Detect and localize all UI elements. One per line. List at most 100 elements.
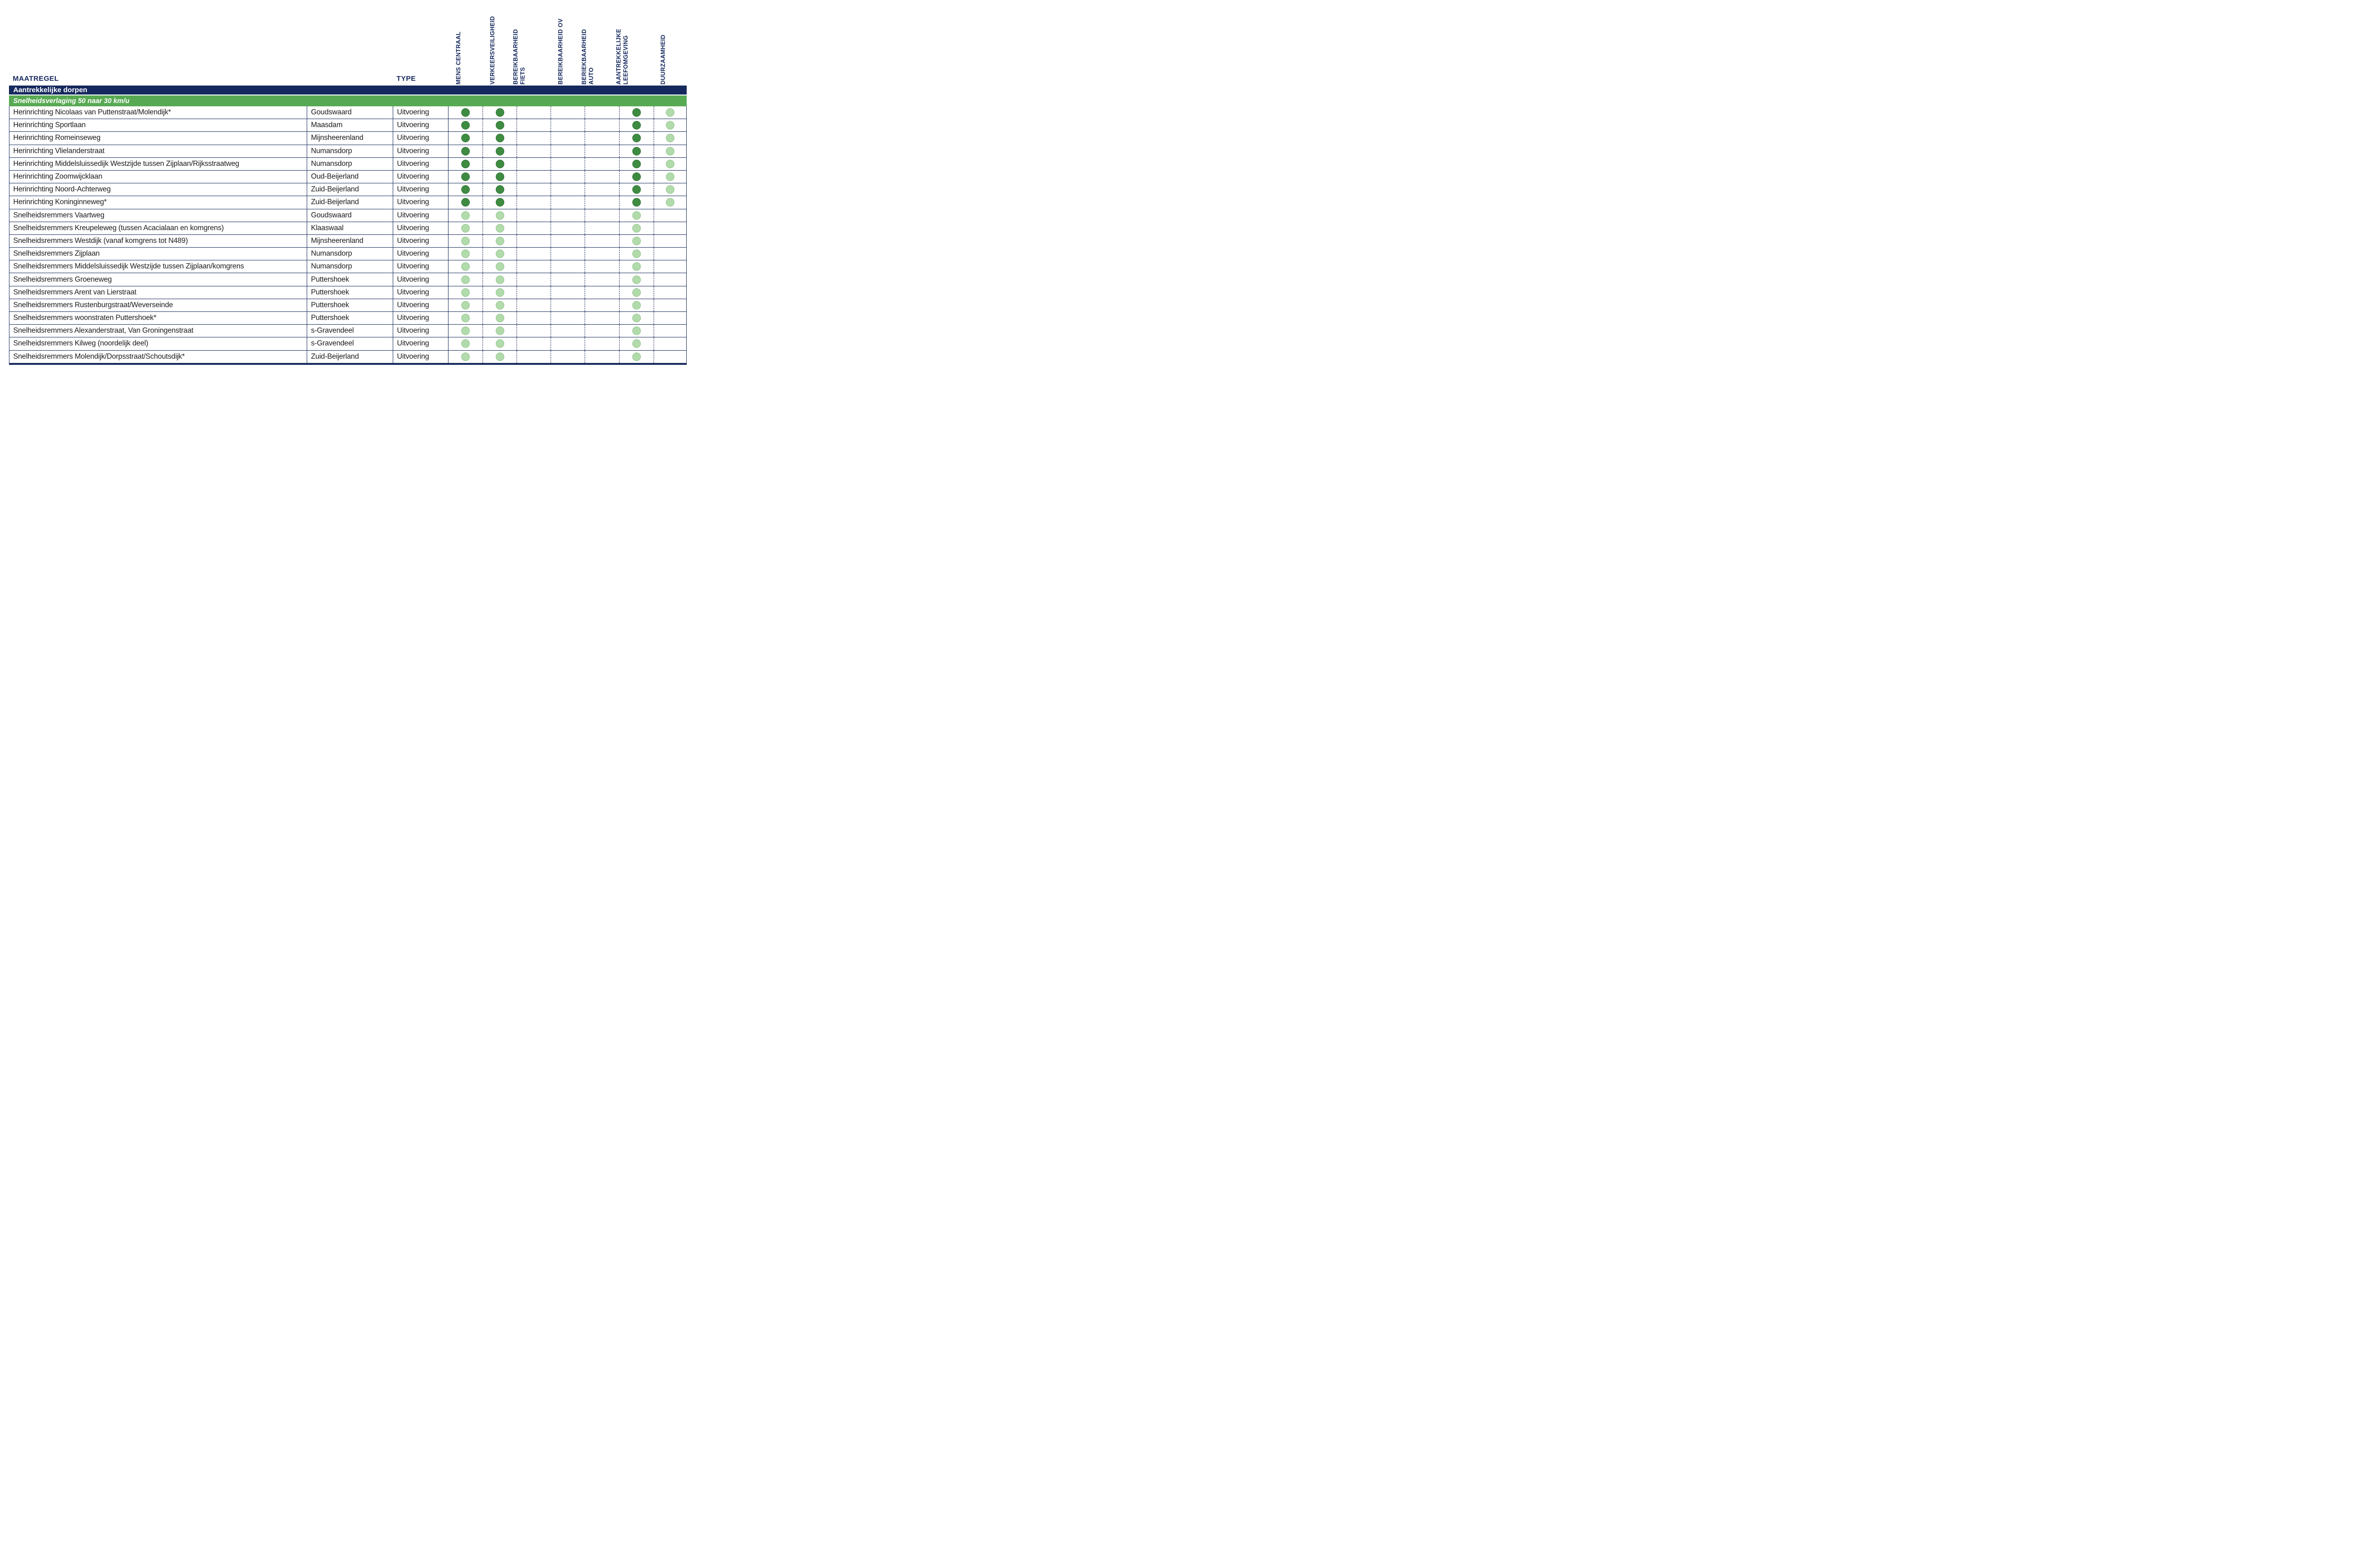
type-cell: Uitvoering bbox=[393, 260, 448, 273]
report-page: MAATREGEL TYPE MENS CENTRAAL VERKEERSVEI… bbox=[0, 0, 694, 392]
score-dot-weak bbox=[666, 121, 674, 130]
criteria-cell-beriekbaarheid-auto bbox=[585, 157, 619, 170]
place-cell: Zuid-Beijerland bbox=[307, 183, 393, 196]
criteria-cell-beriekbaarheid-auto bbox=[585, 196, 619, 209]
column-header-maatregel: MAATREGEL bbox=[13, 75, 59, 83]
column-header-label: LEEFOMGEVING bbox=[622, 35, 629, 85]
table-header: MAATREGEL TYPE MENS CENTRAAL VERKEERSVEI… bbox=[9, 0, 687, 86]
criteria-cell-aantrekkelijke-leefomgeving bbox=[619, 132, 654, 145]
criteria-cell-mens-centraal bbox=[448, 145, 483, 157]
criteria-cell-bereikbaarheid-fiets bbox=[517, 222, 551, 234]
score-dot-strong bbox=[461, 159, 470, 168]
criteria-cell-bereikbaarheid-ov bbox=[551, 325, 585, 337]
column-header-label: FIETS bbox=[519, 67, 526, 85]
place-cell: s-Gravendeel bbox=[307, 325, 393, 337]
place-cell: Puttershoek bbox=[307, 273, 393, 286]
measure-cell: Herinrichting Koninginneweg* bbox=[9, 196, 307, 209]
criteria-cell-beriekbaarheid-auto bbox=[585, 299, 619, 311]
criteria-cell-aantrekkelijke-leefomgeving bbox=[619, 209, 654, 222]
criteria-cell-aantrekkelijke-leefomgeving bbox=[619, 325, 654, 337]
score-dot-weak bbox=[495, 262, 504, 271]
column-header-label: VERKEERSVEILIGHEID bbox=[489, 16, 496, 85]
type-cell: Uitvoering bbox=[393, 106, 448, 119]
score-dot-weak bbox=[461, 352, 470, 361]
criteria-cell-duurzaamheid bbox=[654, 145, 687, 157]
criteria-cell-verkeersveiligheid bbox=[483, 132, 517, 145]
criteria-cell-beriekbaarheid-auto bbox=[585, 248, 619, 260]
place-cell: Zuid-Beijerland bbox=[307, 350, 393, 363]
score-dot-weak bbox=[632, 339, 641, 348]
type-cell: Uitvoering bbox=[393, 234, 448, 248]
table-body: Herinrichting Nicolaas van Puttenstraat/… bbox=[9, 106, 687, 363]
place-cell: Puttershoek bbox=[307, 299, 393, 311]
criteria-cell-aantrekkelijke-leefomgeving bbox=[619, 106, 654, 119]
score-dot-weak bbox=[495, 275, 504, 284]
score-dot-weak bbox=[632, 224, 641, 233]
criteria-cell-bereikbaarheid-fiets bbox=[517, 312, 551, 325]
score-dot-weak bbox=[632, 211, 641, 220]
criteria-cell-duurzaamheid bbox=[654, 234, 687, 248]
criteria-cell-aantrekkelijke-leefomgeving bbox=[619, 312, 654, 325]
score-dot-weak bbox=[495, 288, 504, 297]
criteria-cell-duurzaamheid bbox=[654, 222, 687, 234]
criteria-cell-duurzaamheid bbox=[654, 286, 687, 299]
criteria-cell-bereikbaarheid-ov bbox=[551, 183, 585, 196]
score-dot-strong bbox=[632, 172, 641, 181]
criteria-cell-bereikbaarheid-fiets bbox=[517, 106, 551, 119]
criteria-cell-duurzaamheid bbox=[654, 273, 687, 286]
score-dot-weak bbox=[461, 275, 470, 284]
measure-cell: Snelheidsremmers Groeneweg bbox=[9, 273, 307, 286]
measures-table: MAATREGEL TYPE MENS CENTRAAL VERKEERSVEI… bbox=[9, 0, 687, 365]
criteria-cell-beriekbaarheid-auto bbox=[585, 312, 619, 325]
criteria-cell-bereikbaarheid-ov bbox=[551, 106, 585, 119]
column-header-bereikbaarheid-ov: BEREIKBAARHEID OV bbox=[557, 18, 564, 85]
criteria-cell-mens-centraal bbox=[448, 248, 483, 260]
criteria-cell-bereikbaarheid-fiets bbox=[517, 350, 551, 363]
criteria-cell-aantrekkelijke-leefomgeving bbox=[619, 196, 654, 209]
criteria-cell-duurzaamheid bbox=[654, 325, 687, 337]
criteria-cell-bereikbaarheid-fiets bbox=[517, 260, 551, 273]
criteria-cell-beriekbaarheid-auto bbox=[585, 273, 619, 286]
type-cell: Uitvoering bbox=[393, 183, 448, 196]
section-header-label: Aantrekkelijke dorpen bbox=[13, 86, 87, 94]
criteria-cell-verkeersveiligheid bbox=[483, 106, 517, 119]
criteria-cell-mens-centraal bbox=[448, 106, 483, 119]
criteria-cell-bereikbaarheid-ov bbox=[551, 170, 585, 183]
criteria-cell-duurzaamheid bbox=[654, 170, 687, 183]
type-cell: Uitvoering bbox=[393, 273, 448, 286]
measure-cell: Herinrichting Vlielanderstraat bbox=[9, 145, 307, 157]
criteria-cell-beriekbaarheid-auto bbox=[585, 286, 619, 299]
column-header-label: AUTO bbox=[587, 67, 595, 85]
column-header-label: MENS CENTRAAL bbox=[455, 31, 462, 85]
criteria-cell-aantrekkelijke-leefomgeving bbox=[619, 170, 654, 183]
criteria-cell-beriekbaarheid-auto bbox=[585, 145, 619, 157]
criteria-cell-beriekbaarheid-auto bbox=[585, 209, 619, 222]
criteria-cell-bereikbaarheid-fiets bbox=[517, 157, 551, 170]
type-cell: Uitvoering bbox=[393, 350, 448, 363]
criteria-cell-bereikbaarheid-fiets bbox=[517, 286, 551, 299]
criteria-cell-duurzaamheid bbox=[654, 196, 687, 209]
table-row: Herinrichting Sportlaan Maasdam Uitvoering bbox=[9, 119, 687, 132]
criteria-cell-verkeersveiligheid bbox=[483, 337, 517, 350]
score-dot-strong bbox=[461, 172, 470, 181]
criteria-cell-verkeersveiligheid bbox=[483, 312, 517, 325]
criteria-cell-aantrekkelijke-leefomgeving bbox=[619, 260, 654, 273]
criteria-cell-bereikbaarheid-fiets bbox=[517, 299, 551, 311]
criteria-cell-duurzaamheid bbox=[654, 248, 687, 260]
criteria-cell-bereikbaarheid-fiets bbox=[517, 337, 551, 350]
criteria-cell-mens-centraal bbox=[448, 158, 483, 170]
section-header-band: Aantrekkelijke dorpen bbox=[9, 86, 687, 95]
type-cell: Uitvoering bbox=[393, 325, 448, 337]
criteria-cell-bereikbaarheid-ov bbox=[551, 119, 585, 132]
score-dot-weak bbox=[632, 327, 641, 336]
criteria-cell-bereikbaarheid-fiets bbox=[517, 196, 551, 209]
criteria-cell-bereikbaarheid-fiets bbox=[517, 145, 551, 157]
score-dot-strong bbox=[495, 146, 504, 155]
table-row: Snelheidsremmers Alexanderstraat, Van Gr… bbox=[9, 325, 687, 338]
criteria-cell-mens-centraal bbox=[448, 209, 483, 222]
criteria-cell-beriekbaarheid-auto bbox=[585, 170, 619, 183]
criteria-cell-beriekbaarheid-auto bbox=[585, 183, 619, 196]
column-header-label: AANTREKKELIJKE bbox=[615, 28, 622, 85]
criteria-cell-bereikbaarheid-fiets bbox=[517, 119, 551, 132]
table-row: Herinrichting Vlielanderstraat Numansdorp… bbox=[9, 145, 687, 158]
